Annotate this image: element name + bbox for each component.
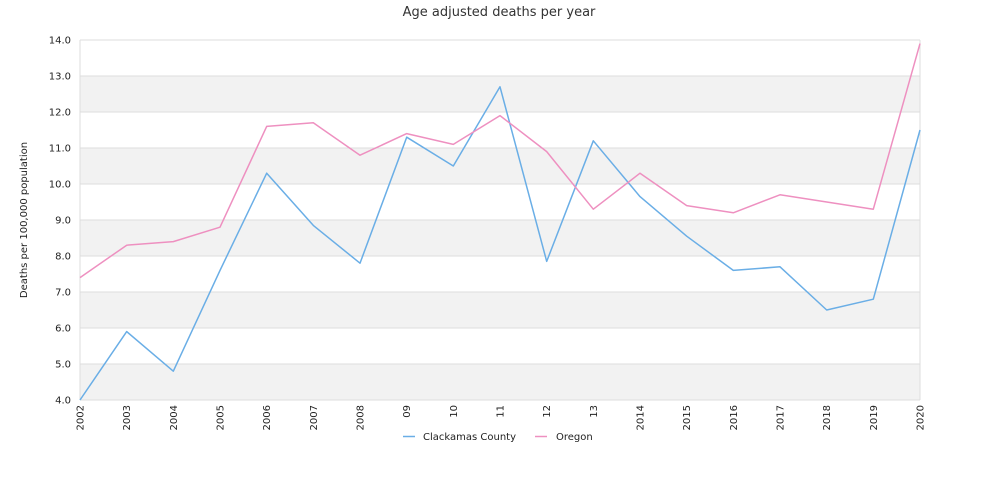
y-tick-label: 11.0	[49, 144, 71, 155]
x-tick-label: 10	[449, 405, 460, 418]
x-tick-label: 2003	[122, 405, 133, 430]
chart-title: Age adjusted deaths per year	[403, 5, 596, 20]
legend: Clackamas County Oregon	[403, 432, 593, 443]
band	[80, 220, 920, 256]
gridlines	[79, 39, 921, 401]
y-tick-labels: 4.0 5.0 6.0 7.0 8.0 9.0 10.0 11.0 12.0 13.0 14.0	[49, 36, 71, 407]
x-tick-label: 2017	[776, 405, 787, 430]
y-tick-label: 4.0	[55, 396, 71, 407]
x-tick-label: 2002	[76, 405, 87, 430]
band	[80, 112, 920, 148]
y-tick-label: 13.0	[49, 72, 71, 83]
x-tick-label: 2005	[216, 405, 227, 430]
x-tick-label: 2015	[682, 405, 693, 430]
y-tick-label: 9.0	[55, 216, 71, 227]
x-tick-label: 09	[402, 405, 413, 418]
band	[80, 148, 920, 184]
band	[80, 40, 920, 76]
x-tick-label: 11	[496, 405, 507, 418]
y-tick-label: 6.0	[55, 324, 71, 335]
y-tick-label: 12.0	[49, 108, 71, 119]
series-line	[79, 43, 921, 279]
y-tick-label: 10.0	[49, 180, 71, 191]
x-tick-label: 2004	[169, 405, 180, 430]
x-tick-label: 13	[589, 405, 600, 418]
y-tick-label: 8.0	[55, 252, 71, 263]
band	[80, 364, 920, 400]
x-tick-label: 2020	[916, 405, 927, 430]
x-tick-label: 2014	[636, 405, 647, 430]
y-tick-label: 14.0	[49, 36, 71, 47]
x-tick-label: 2006	[262, 405, 273, 430]
legend-label: Oregon	[556, 432, 593, 443]
x-tick-label: 2007	[309, 405, 320, 430]
legend-label: Clackamas County	[423, 432, 516, 443]
x-tick-label: 2008	[356, 405, 367, 430]
series-lines	[79, 43, 921, 401]
x-tick-labels: 2002 2003 2004 2005 2006 2007 2008 09 10 11 12 13 20…	[76, 405, 927, 430]
y-tick-label: 5.0	[55, 360, 71, 371]
band	[80, 292, 920, 328]
y-tick-label: 7.0	[55, 288, 71, 299]
y-axis-label: Deaths per 100,000 population	[19, 142, 30, 298]
series-line	[79, 86, 921, 401]
band	[80, 76, 920, 112]
x-tick-label: 12	[542, 405, 553, 418]
band	[80, 256, 920, 292]
band	[80, 328, 920, 364]
plot-background-bands	[80, 40, 920, 400]
x-tick-label: 2016	[729, 405, 740, 430]
band	[80, 184, 920, 220]
x-tick-label: 2018	[822, 405, 833, 430]
x-tick-label: 2019	[869, 405, 880, 430]
